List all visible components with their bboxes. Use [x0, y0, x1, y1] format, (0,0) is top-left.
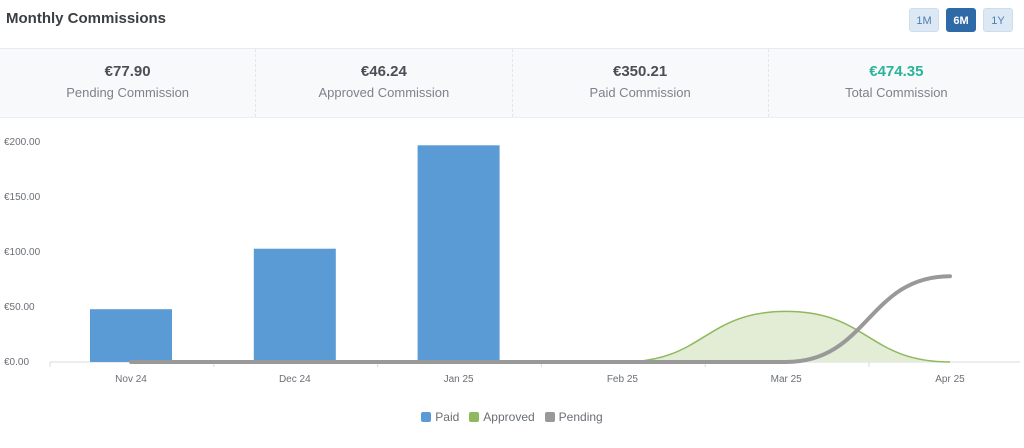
y-tick-label: €0.00 [4, 357, 29, 368]
approved-area [131, 311, 950, 362]
legend-swatch-pending [544, 412, 555, 422]
legend-item-approved[interactable]: Approved [469, 410, 535, 424]
stat-label: Approved Commission [318, 85, 450, 100]
x-tick-label: Dec 24 [279, 374, 311, 385]
range-button-1y[interactable]: 1Y [983, 8, 1013, 32]
chart-legend: Paid Approved Pending [0, 410, 1024, 424]
page-title: Monthly Commissions [6, 10, 167, 27]
pending-line [129, 274, 952, 365]
stat-paid: €350.21 Paid Commission [513, 49, 769, 117]
stat-label: Paid Commission [589, 85, 691, 100]
stat-label: Pending Commission [66, 85, 190, 100]
range-selector: 1M 6M 1Y [909, 8, 1013, 32]
x-tick-label: Mar 25 [771, 374, 803, 385]
legend-swatch-paid [421, 412, 432, 422]
y-tick-label: €50.00 [4, 302, 35, 313]
summary-stats: €77.90 Pending Commission €46.24 Approve… [0, 49, 1024, 118]
stat-label: Total Commission [845, 85, 948, 100]
stat-value: €350.21 [613, 63, 668, 80]
legend-label: Approved [483, 410, 535, 424]
legend-item-pending[interactable]: Pending [544, 410, 603, 424]
chart-header: Monthly Commissions 1M 6M 1Y [0, 0, 1024, 49]
y-tick-label: €200.00 [4, 137, 41, 148]
stat-value: €77.90 [104, 63, 151, 80]
x-tick-label: Feb 25 [607, 374, 639, 385]
x-tick-label: Apr 25 [935, 374, 965, 385]
stat-value: €474.35 [869, 63, 924, 80]
range-button-6m[interactable]: 6M [946, 8, 976, 32]
legend-label: Paid [435, 410, 460, 424]
paid-bar [90, 309, 172, 362]
stat-pending: €77.90 Pending Commission [0, 49, 257, 117]
stat-approved: €46.24 Approved Commission [256, 49, 513, 117]
stat-total: €474.35 Total Commission [769, 49, 1024, 117]
y-tick-label: €100.00 [4, 247, 41, 258]
legend-label: Pending [558, 410, 603, 424]
paid-bar [253, 248, 336, 362]
legend-item-paid[interactable]: Paid [421, 410, 459, 424]
legend-swatch-approved [469, 412, 480, 422]
y-tick-label: €150.00 [4, 192, 41, 203]
stat-value: €46.24 [360, 63, 407, 80]
x-tick-label: Jan 25 [444, 374, 474, 385]
paid-bar [417, 145, 500, 362]
range-button-1m[interactable]: 1M [909, 8, 939, 32]
x-tick-label: Nov 24 [115, 374, 147, 385]
commission-chart: €0.00 €50.00 €100.00 €150.00 €200.00 Nov 24 De… [4, 137, 1020, 385]
